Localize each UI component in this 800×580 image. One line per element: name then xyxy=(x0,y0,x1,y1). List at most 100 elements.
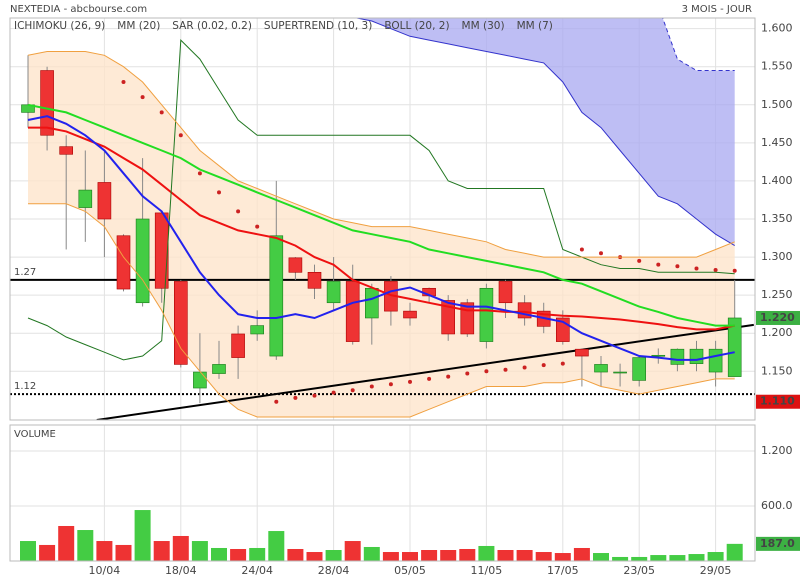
candle-body xyxy=(498,281,513,304)
volume-bar xyxy=(39,544,56,561)
y-tick-label: 1.400 xyxy=(761,174,793,187)
sar-dot xyxy=(293,395,298,400)
volume-bar xyxy=(554,553,571,561)
volume-bar xyxy=(631,556,648,561)
volume-bar xyxy=(421,550,438,561)
x-tick-label: 11/05 xyxy=(471,564,503,577)
x-tick-label: 24/04 xyxy=(241,564,273,577)
sar-dot xyxy=(484,369,489,374)
sar-dot xyxy=(331,390,336,395)
candle-body xyxy=(594,364,608,373)
candle-body xyxy=(269,235,284,357)
volume-bar xyxy=(516,550,533,561)
volume-bar xyxy=(497,550,514,561)
sar-dot xyxy=(541,363,546,368)
level-layer xyxy=(10,278,755,420)
x-tick-label: 10/04 xyxy=(89,564,121,577)
indicator-line xyxy=(27,103,735,327)
chart-title: NEXTEDIA - abcbourse.com xyxy=(10,4,147,15)
legend-entry: SUPERTREND (10, 3) xyxy=(264,20,372,32)
x-tick-label: 17/05 xyxy=(547,564,579,577)
sar-dot xyxy=(713,268,718,273)
sar-dot xyxy=(637,258,642,263)
volume-bar xyxy=(325,550,342,561)
chart-subtitle: 3 MOIS - JOUR xyxy=(682,4,752,15)
candle-body xyxy=(651,354,666,357)
x-tick-label: 29/05 xyxy=(700,564,732,577)
candle-body xyxy=(116,235,131,290)
sar-dot xyxy=(236,209,241,214)
volume-bar xyxy=(230,548,247,561)
sar-dot xyxy=(369,384,374,389)
candle-body xyxy=(670,348,685,365)
volume-bar xyxy=(77,530,94,561)
text-layer: 1.150 1.200 1.250 1.300 1.350 1.400 1.450 1.500… xyxy=(14,20,800,577)
candle-body xyxy=(613,371,627,374)
price-marker-label: 1.110 xyxy=(760,395,795,408)
volume-bar xyxy=(96,541,113,561)
sar-dot xyxy=(579,247,584,252)
volume-bar xyxy=(593,553,609,561)
level-label: 1.12 xyxy=(14,381,36,392)
price-marker xyxy=(756,536,800,551)
candle-body xyxy=(59,146,74,155)
candle-body xyxy=(40,70,54,136)
volume-title: VOLUME xyxy=(14,429,56,440)
candle-body xyxy=(78,189,93,208)
volume-bar xyxy=(402,552,418,561)
candle-body xyxy=(345,281,360,342)
line-layer xyxy=(27,18,737,418)
sar-dot xyxy=(427,376,432,381)
y-tick-label: 1.550 xyxy=(761,60,793,73)
volume-bar xyxy=(172,535,189,561)
sar-dot xyxy=(446,374,451,379)
volume-panel-frame xyxy=(9,424,756,562)
sar-dot xyxy=(312,393,317,398)
indicator-band xyxy=(356,18,735,246)
legend-entry: BOLL (20, 2) xyxy=(384,20,449,32)
indicator-line xyxy=(27,115,735,361)
sar-dot xyxy=(217,190,221,195)
candle-body xyxy=(307,271,322,289)
volume-bar xyxy=(707,552,724,561)
x-tick-label: 28/04 xyxy=(318,564,350,577)
sar-dot xyxy=(560,361,565,366)
indicator-lower xyxy=(354,18,735,247)
indicator-line xyxy=(27,38,735,361)
volume-bar xyxy=(211,547,227,561)
volume-bar xyxy=(669,555,686,561)
sar-dot xyxy=(255,224,260,229)
level-label: 1.27 xyxy=(14,267,36,278)
price-marker-label: 187.0 xyxy=(760,537,795,550)
candle-body xyxy=(193,371,207,389)
sar-dot xyxy=(599,251,603,256)
volume-bar xyxy=(20,541,36,561)
volume-bar xyxy=(459,548,476,561)
indicator-upper xyxy=(27,51,735,258)
sar-dot xyxy=(522,365,527,370)
volume-layer xyxy=(20,510,743,561)
candle-body xyxy=(403,310,417,319)
volume-bar xyxy=(363,546,380,561)
volume-bar xyxy=(191,541,208,561)
volume-bar xyxy=(382,552,399,561)
legend-entry: MM (30) xyxy=(462,20,505,32)
volume-bar xyxy=(134,510,151,561)
sar-dot xyxy=(178,133,183,138)
volume-bar xyxy=(153,541,170,561)
candle-body xyxy=(441,300,456,335)
sar-dot xyxy=(197,171,202,176)
y-tick-label: 1.350 xyxy=(761,212,793,225)
volume-bar xyxy=(478,545,495,561)
candle-body xyxy=(135,218,150,304)
candle-body xyxy=(97,182,112,220)
x-tick-label: 23/05 xyxy=(623,564,655,577)
sar-dot xyxy=(675,264,680,269)
volume-bar xyxy=(688,554,705,561)
volume-bar xyxy=(287,548,304,561)
sar-dot xyxy=(503,367,508,372)
y-tick-label: 1.600 xyxy=(761,22,793,35)
volume-bar xyxy=(612,556,629,561)
volume-bar xyxy=(573,547,590,561)
